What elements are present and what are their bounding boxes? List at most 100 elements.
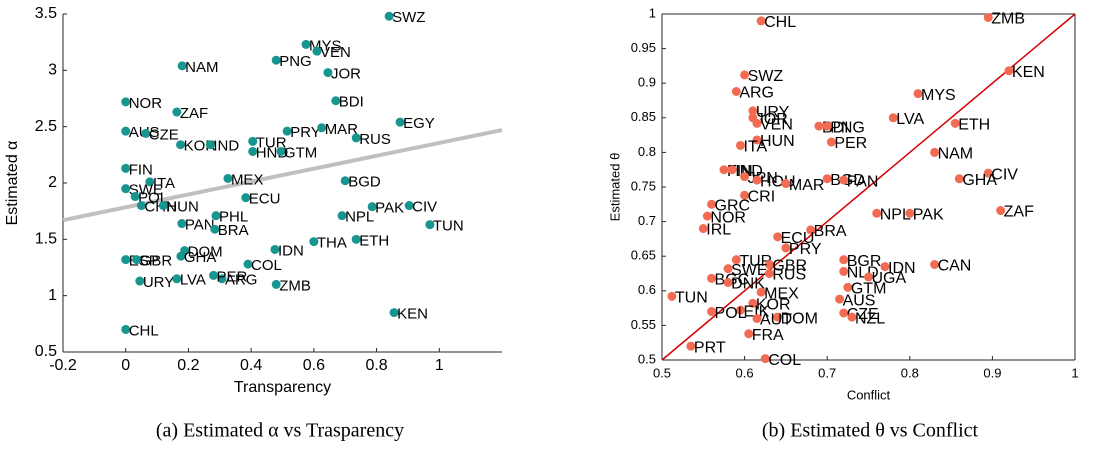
point-label: NAM (185, 59, 218, 76)
point (756, 287, 766, 297)
point (271, 55, 281, 65)
point-label: GRC (715, 198, 751, 215)
x-tick-label: 0.2 (177, 357, 199, 374)
point-label: PAK (375, 200, 404, 217)
point-label: ZMB (991, 11, 1025, 28)
x-tick-label: 0.8 (901, 365, 919, 380)
point (223, 173, 233, 183)
point-label: TUR (256, 134, 287, 151)
point (211, 211, 221, 221)
point-label: TUN (433, 218, 464, 235)
x-tick-label: 0.6 (303, 357, 325, 374)
point (764, 269, 774, 278)
point-label: FIN (129, 161, 153, 178)
y-axis-label: Estimated θ (607, 153, 622, 222)
point-label: ETH (958, 117, 990, 134)
point-label: NOR (710, 209, 746, 226)
point (760, 354, 770, 364)
point-label: EIK (743, 303, 769, 320)
point-label: BRA (218, 222, 249, 239)
point-label: PAN (185, 217, 215, 234)
point-label: MYS (921, 87, 956, 104)
point-label: ETH (359, 232, 389, 249)
point (740, 190, 750, 200)
point (177, 61, 187, 71)
point (752, 135, 762, 145)
point (864, 272, 873, 282)
point (950, 118, 960, 128)
point-label: AUS (843, 292, 876, 309)
point (748, 298, 758, 308)
point-label: NOR (129, 95, 163, 112)
point (217, 274, 227, 284)
point (698, 224, 708, 234)
y-tick-label: 0.55 (631, 317, 656, 332)
point-label: PNG (279, 53, 312, 70)
x-tick-label: 0.5 (653, 365, 671, 380)
point (132, 255, 142, 265)
y-tick-label: 3.5 (35, 5, 57, 22)
point-label: COL (768, 352, 801, 369)
point-label: PAN (847, 173, 879, 190)
point (814, 121, 824, 131)
point-label: PNG (830, 119, 865, 136)
point-label: POL (715, 305, 747, 322)
point-label: NPL (345, 209, 374, 226)
point-label: ZAF (1004, 204, 1034, 221)
point (888, 113, 898, 123)
point (176, 140, 186, 150)
point-label: GTM (851, 281, 887, 298)
point-label: DNK (731, 276, 765, 293)
y-tick-label: 0.9 (638, 75, 656, 90)
point (839, 175, 849, 185)
x-tick-label: 0.8 (365, 357, 387, 374)
x-tick-label: 0.9 (983, 365, 1001, 380)
point-label: KEN (1012, 64, 1045, 81)
x-tick-label: 0.7 (818, 365, 836, 380)
point-label: TUR (739, 253, 772, 270)
point (248, 136, 258, 146)
trend-line (62, 128, 503, 223)
point (323, 68, 333, 78)
point (121, 184, 131, 194)
y-tick-label: 0.65 (631, 248, 656, 263)
point-label: ARG (225, 272, 258, 289)
point (822, 174, 832, 184)
point (954, 174, 964, 184)
point (731, 255, 741, 265)
point (826, 137, 836, 147)
point-label: TUN (675, 290, 708, 307)
point (210, 224, 220, 234)
point (983, 168, 993, 178)
point (773, 232, 783, 242)
point (136, 201, 146, 211)
point-label: PRY (290, 124, 321, 141)
point (707, 273, 717, 283)
point-label: RUS (772, 267, 806, 284)
point-label: GTM (284, 144, 317, 161)
point-label: BRA (814, 223, 847, 240)
point-label: VEN (320, 44, 351, 61)
point-label: CAN (938, 258, 972, 275)
point (773, 312, 783, 322)
point (243, 259, 253, 269)
y-tick-label: 1 (649, 5, 656, 20)
point (404, 201, 414, 211)
point (384, 11, 394, 21)
x-tick-label: 0.4 (240, 357, 262, 374)
point (209, 270, 219, 280)
point (752, 118, 762, 128)
point (727, 165, 737, 175)
point-label: ZMB (279, 277, 311, 294)
point-label: ITA (153, 175, 175, 192)
point-label: SWE (731, 262, 767, 279)
point-label: PER (217, 268, 248, 285)
point-label: NPL (880, 207, 911, 224)
point (930, 260, 940, 270)
y-tick-label: 0.95 (631, 40, 656, 55)
point (309, 237, 319, 247)
point (158, 201, 168, 211)
point-label: CHL (129, 322, 159, 339)
point (301, 39, 311, 49)
point-label: VEN (760, 117, 793, 134)
